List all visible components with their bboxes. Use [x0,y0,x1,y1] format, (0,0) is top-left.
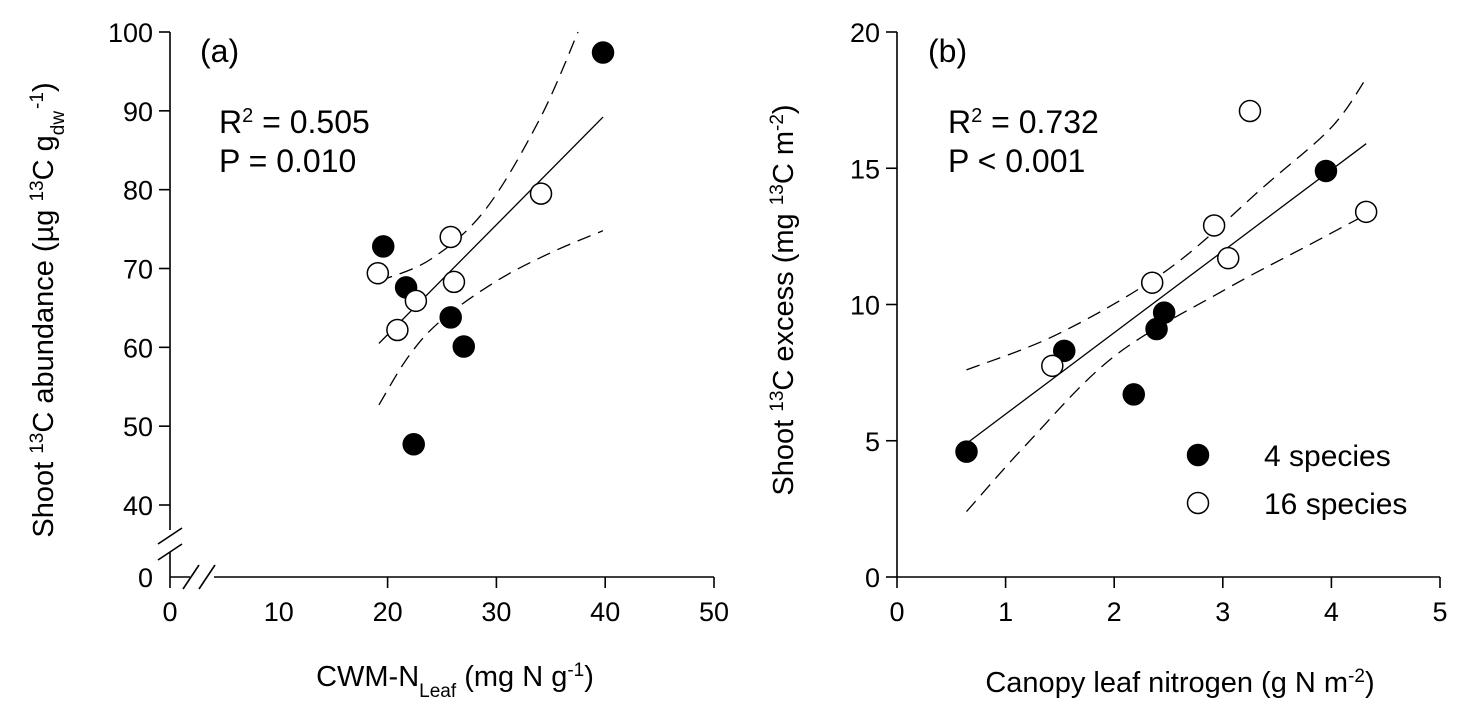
panel-a-point-4-species [452,335,476,358]
panel-a-ci-upper [378,31,579,282]
panel-a-p-value: P = 0.010 [219,143,356,179]
panel-a-point-16-species [442,270,466,294]
panel-b-point-16-species [1238,99,1262,123]
panel-b-label: (b) [928,33,967,69]
panel-a-x-tick-label: 0 [162,597,177,627]
panel-b-y-axis-label: Shoot 13C excess (mg 13C m-2) [767,104,801,495]
panel-b-point-4-species [1314,159,1338,183]
panel-a-x-tick-label: 40 [590,597,620,627]
panel-a-point-16-species [366,261,390,285]
panel-b-x-tick-label: 5 [1432,597,1447,627]
panel-b-points [955,99,1378,463]
panel-b-confidence-band [966,77,1367,513]
panel-b-y-tick-label: 15 [850,154,880,184]
panel-a-ci-lower [378,230,604,406]
panel-a: 0 40 50 60 70 80 90 100 0 10 20 30 40 50 (a) R2 = 0.5… [27,18,730,702]
panel-a-point-16-species [404,289,428,313]
panel-a-point-4-species [591,41,615,64]
panel-b-point-16-species [1140,271,1164,294]
panel-b-point-16-species [1041,354,1064,378]
panel-a-y-axis-label: Shoot 13C abundance (µg 13C gdw-1) [27,82,69,537]
panel-a-r2: R2 = 0.505 [219,104,370,140]
panel-b-y-tick-label: 20 [850,18,880,48]
legend-marker-filled [1186,443,1210,467]
panel-b-x-tick-label: 0 [889,597,904,627]
panel-b-x-tick-label: 4 [1324,597,1339,627]
panel-b-y-tick-label: 10 [850,291,880,321]
panel-a-point-4-species [439,306,462,329]
panel-a-y-tick-label: 50 [123,412,153,442]
panel-b-point-4-species [1152,301,1176,324]
panel-a-point-4-species [371,235,395,258]
panel-a-y-tick-label: 40 [123,491,153,521]
panel-a-point-4-species [402,433,425,456]
panel-b-y-tick-label: 5 [865,427,880,457]
panel-a-y-tick-label: 0 [138,563,153,593]
panel-b-x-tick-label: 2 [1107,597,1122,627]
panel-b-r2: R2 = 0.732 [948,104,1099,140]
panel-a-y-tick-label: 100 [108,18,153,48]
panel-a-points [366,41,615,456]
panel-a-y-tick-label: 70 [123,255,153,285]
panel-a-point-16-species [529,182,553,205]
panel-b-p-value: P < 0.001 [948,143,1085,179]
panel-a-y-break-mark [157,527,183,561]
panel-b-x-tick-label: 3 [1215,597,1230,627]
panel-b-point-4-species [1122,383,1145,406]
panel-b-point-4-species [1052,339,1076,363]
panel-b-axes: 0 5 10 15 20 0 1 2 3 4 5 [850,18,1448,627]
panel-a-x-break-mark [182,564,216,590]
panel-a-axes: 0 40 50 60 70 80 90 100 0 10 20 30 40 50 [108,18,729,627]
panel-a-x-tick-label: 20 [373,597,403,627]
panel-a-y-tick-label: 60 [123,333,153,363]
panel-b-ci-upper [966,77,1367,371]
panel-a-confidence-band [378,31,604,406]
panel-b-regression-line [966,143,1367,445]
panel-a-x-tick-label: 50 [699,597,729,627]
panel-a-label: (a) [200,33,239,69]
legend-label-16-species: 16 species [1264,488,1407,521]
panel-b-point-16-species [1216,246,1240,270]
panel-b-y-tick-label: 0 [865,563,880,593]
panel-a-point-16-species [439,225,462,249]
panel-a-x-tick-label: 10 [264,597,294,627]
panel-a-y-tick-label: 90 [123,97,153,127]
panel-b-fit-line [966,143,1367,445]
legend: 4 species 16 species [1186,440,1407,521]
panel-a-x-tick-label: 30 [481,597,511,627]
legend-marker-open [1186,491,1210,515]
panel-b-x-axis-label: Canopy leaf nitrogen (g N m-2) [985,666,1374,700]
panel-b-x-tick-label: 1 [998,597,1013,627]
panel-a-x-axis-label: CWM-NLeaf (mg N g-1) [316,660,594,702]
panel-b-point-16-species [1354,200,1378,224]
panel-a-point-16-species [386,318,409,342]
panel-b-point-4-species [955,440,978,463]
panel-a-y-tick-label: 80 [123,176,153,206]
legend-label-4-species: 4 species [1264,440,1391,473]
panel-b-point-16-species [1202,214,1226,237]
